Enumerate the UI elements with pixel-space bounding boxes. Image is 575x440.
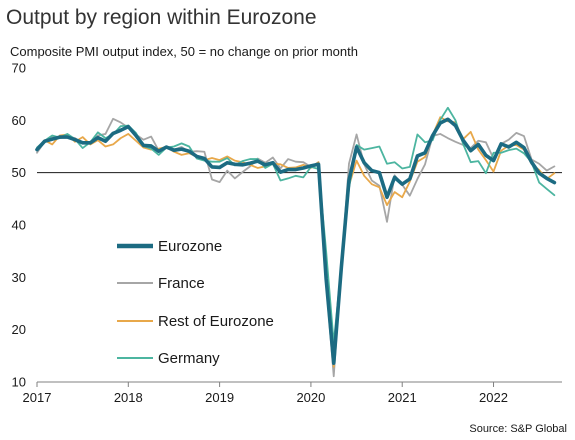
y-tick-label-20: 20 (12, 322, 26, 337)
x-tick-label-2018: 2018 (114, 390, 143, 405)
series-layer (35, 106, 557, 378)
x-tick-label-2017: 2017 (23, 390, 52, 405)
legend-label-germany: Germany (158, 350, 220, 367)
y-tick-label-40: 40 (12, 218, 26, 233)
x-tick-label-2022: 2022 (479, 390, 508, 405)
series-line-eurozone (35, 117, 557, 365)
x-tick-label-2020: 2020 (296, 390, 325, 405)
legend-label-rest-of-eurozone: Rest of Eurozone (158, 313, 274, 330)
series-line-germany (36, 106, 556, 345)
y-tick-label-30: 30 (12, 270, 26, 285)
y-tick-label-10: 10 (12, 375, 26, 390)
source-note: Source: S&P Global (469, 423, 567, 435)
y-tick-label-70: 70 (12, 61, 26, 76)
chart-subtitle: Composite PMI output index, 50 = no chan… (10, 44, 358, 59)
chart-title: Output by region within Eurozone (6, 6, 317, 29)
legend: Eurozone France Rest of Eurozone Germany (117, 238, 274, 367)
axis-layer: 10 20 30 40 50 60 70 2017 2018 2019 2020 2021 2022 (12, 61, 562, 405)
series-line-france (36, 117, 556, 378)
x-tick-label-2021: 2021 (388, 390, 417, 405)
x-tick-label-2019: 2019 (205, 390, 234, 405)
series-line-rest-of-eurozone (36, 116, 556, 368)
y-tick-label-60: 60 (12, 113, 26, 128)
legend-label-eurozone: Eurozone (158, 238, 222, 255)
y-tick-label-50: 50 (12, 165, 26, 180)
legend-label-france: France (158, 275, 205, 292)
